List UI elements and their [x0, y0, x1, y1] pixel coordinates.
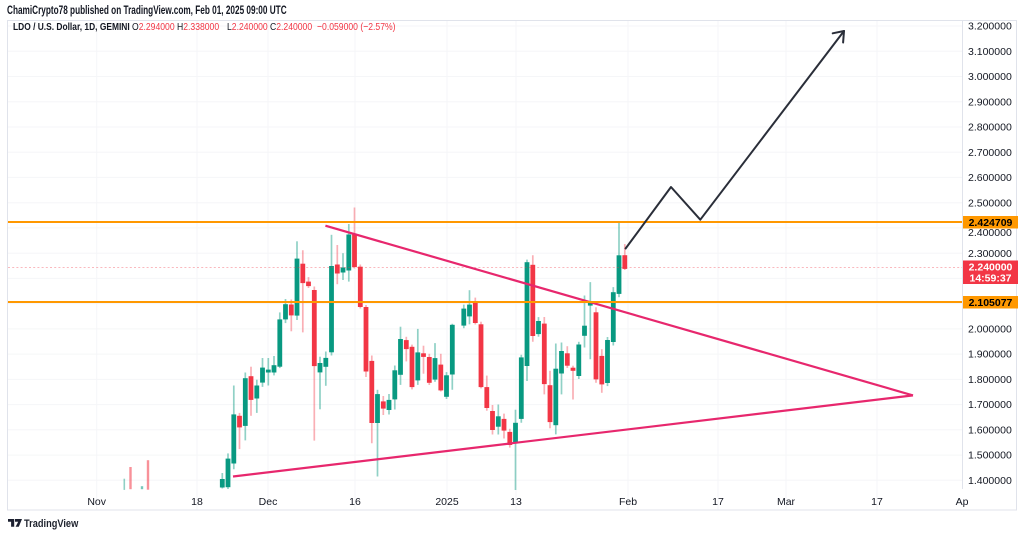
svg-text:Nov: Nov [87, 496, 106, 508]
svg-text:1.500000: 1.500000 [968, 450, 1012, 462]
svg-text:Feb: Feb [619, 496, 637, 508]
svg-text:2.400000: 2.400000 [968, 227, 1012, 239]
svg-text:1.700000: 1.700000 [968, 399, 1012, 411]
svg-text:2025: 2025 [435, 496, 459, 508]
svg-text:2.800000: 2.800000 [968, 122, 1012, 134]
svg-text:17: 17 [712, 496, 724, 508]
svg-text:1.400000: 1.400000 [968, 475, 1012, 487]
svg-text:2.600000: 2.600000 [968, 172, 1012, 184]
svg-text:3.000000: 3.000000 [968, 71, 1012, 83]
svg-text:18: 18 [191, 496, 203, 508]
svg-text:2.900000: 2.900000 [968, 96, 1012, 108]
svg-text:1.600000: 1.600000 [968, 424, 1012, 436]
svg-text:Mar: Mar [777, 496, 796, 508]
svg-text:3.100000: 3.100000 [968, 46, 1012, 58]
svg-text:2.424709: 2.424709 [969, 217, 1013, 229]
svg-text:1.800000: 1.800000 [968, 374, 1012, 386]
svg-text:2.105077: 2.105077 [969, 297, 1013, 309]
svg-text:2.500000: 2.500000 [968, 197, 1012, 209]
svg-text:1.900000: 1.900000 [968, 349, 1012, 361]
svg-text:2.300000: 2.300000 [968, 248, 1012, 260]
svg-text:13: 13 [510, 496, 522, 508]
svg-text:3.200000: 3.200000 [968, 21, 1012, 33]
svg-text:14:59:37: 14:59:37 [969, 272, 1011, 284]
svg-text:Dec: Dec [259, 496, 278, 508]
svg-text:Ap: Ap [956, 496, 969, 508]
svg-text:2.700000: 2.700000 [968, 147, 1012, 159]
svg-text:16: 16 [349, 496, 361, 508]
svg-text:2.000000: 2.000000 [968, 324, 1012, 336]
svg-text:2.240000: 2.240000 [969, 261, 1013, 273]
svg-text:17: 17 [871, 496, 883, 508]
